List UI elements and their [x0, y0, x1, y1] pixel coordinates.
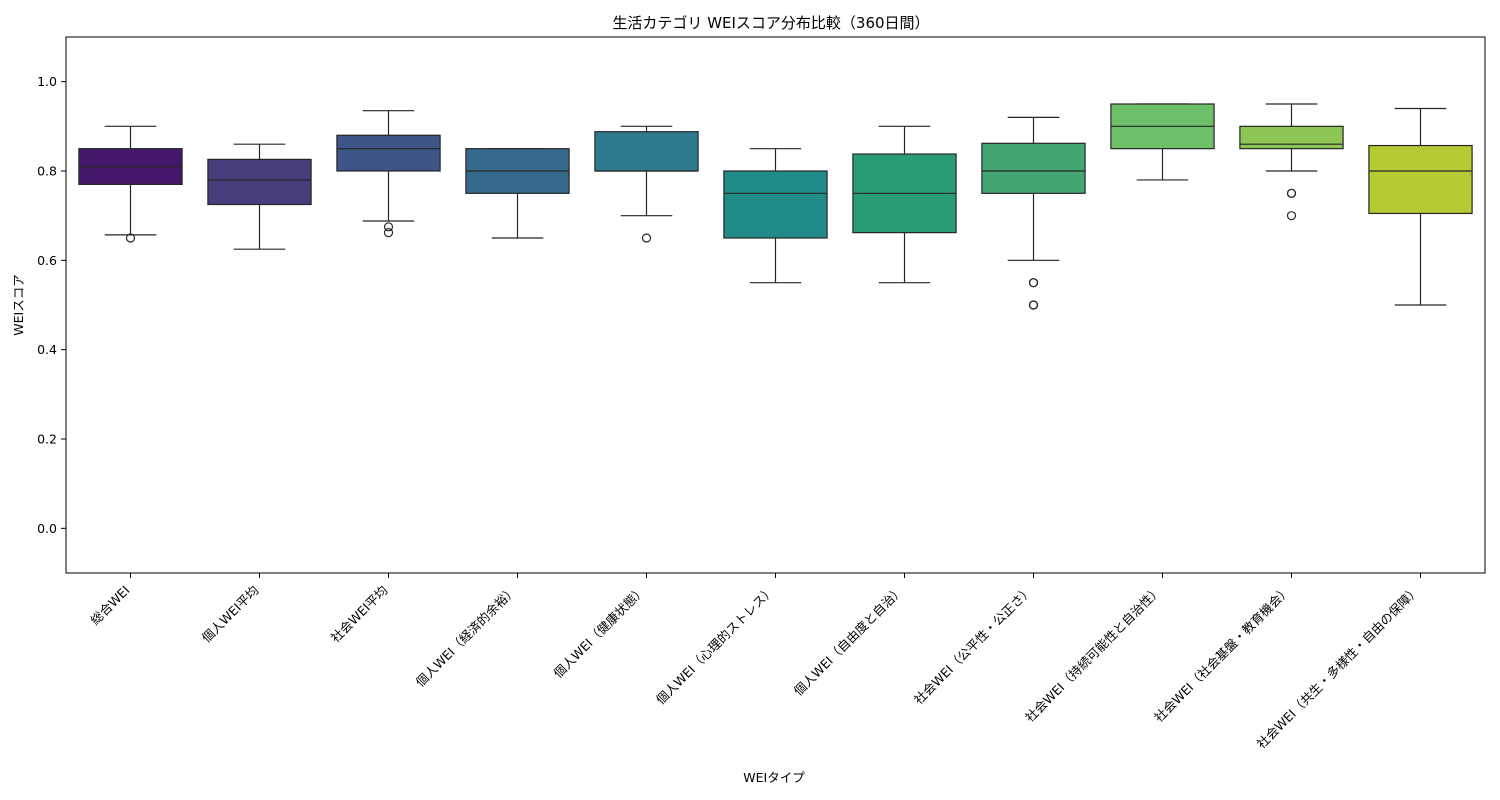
y-tick-label: 0.8: [37, 164, 57, 179]
outlier-point: [125, 233, 136, 243]
y-tick-label: 0.4: [37, 342, 57, 357]
chart-title: 生活カテゴリ WEIスコア分布比較（360日間）: [612, 14, 929, 32]
x-tick-label: 社会WEI（共生・多様性・自由の保障）: [1254, 583, 1423, 752]
box-group-6: [723, 148, 828, 284]
x-tick-label: 社会WEI平均: [328, 583, 391, 646]
y-axis-label: WEIスコア: [11, 274, 26, 335]
box-group-5: [594, 125, 699, 243]
x-tick-label: 総合WEI: [87, 583, 132, 628]
box-group-10: [1239, 103, 1344, 221]
iqr-box: [723, 170, 828, 239]
x-axis-label: WEIタイプ: [743, 770, 805, 785]
x-tick-label: 個人WEI（自由度と自治）: [791, 583, 907, 699]
outlier-point: [383, 228, 394, 238]
x-tick-label: 社会WEI（公平性・公正さ）: [911, 583, 1036, 708]
box-group-2: [207, 143, 312, 250]
outlier-point: [1028, 278, 1039, 288]
box-group-7: [852, 125, 957, 284]
iqr-box: [594, 131, 699, 172]
box-group-11: [1368, 107, 1473, 306]
outlier-point: [383, 222, 394, 232]
outlier-point: [1286, 188, 1297, 198]
box-group-4: [465, 148, 570, 239]
plot-area-frame: [65, 36, 1486, 574]
outlier-point: [1286, 211, 1297, 221]
iqr-box: [336, 134, 441, 172]
iqr-box: [207, 158, 312, 206]
box-group-9: [1110, 103, 1215, 181]
chart-marks: [78, 103, 1473, 310]
box-group-3: [336, 110, 441, 238]
x-tick-label: 個人WEI平均: [199, 583, 262, 646]
iqr-box: [1239, 125, 1344, 150]
x-tick-label: 個人WEI（経済的余裕）: [413, 583, 520, 690]
y-tick-label: 0.2: [37, 432, 57, 447]
iqr-box: [1368, 144, 1473, 215]
x-tick-label: 社会WEI（持続可能性と自治性）: [1022, 583, 1164, 725]
x-axis: 総合WEI 個人WEI平均 社会WEI平均 個人WEI（経済的余裕） 個人WEI（健康状…: [87, 573, 1423, 752]
box-group-1: [78, 125, 183, 243]
x-tick-label: 個人WEI（健康状態）: [550, 583, 648, 681]
box-group-8: [981, 116, 1086, 310]
x-tick-label: 社会WEI（社会基盤・教育機会）: [1151, 583, 1293, 725]
y-tick-label: 0.6: [37, 253, 57, 268]
y-axis: 0.0 0.2 0.4 0.6 0.8 1.0: [37, 74, 66, 536]
y-tick-label: 0.0: [37, 521, 57, 536]
x-tick-label: 個人WEI（心理的ストレス）: [653, 583, 778, 708]
outlier-point: [1028, 300, 1039, 310]
iqr-box: [981, 142, 1086, 194]
outlier-point: [641, 233, 652, 243]
y-tick-label: 1.0: [37, 74, 57, 89]
